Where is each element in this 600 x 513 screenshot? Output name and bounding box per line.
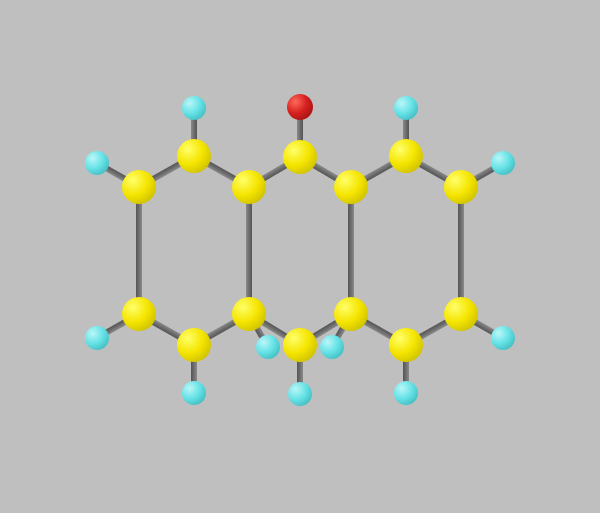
carbon-atom (122, 170, 156, 204)
carbon-atom (334, 297, 368, 331)
hydrogen-atom (288, 382, 312, 406)
carbon-atom (232, 297, 266, 331)
carbon-atom (122, 297, 156, 331)
bond (458, 187, 464, 314)
carbon-atom (232, 170, 266, 204)
bond (136, 187, 142, 314)
hydrogen-atom (256, 335, 280, 359)
hydrogen-atom (320, 335, 344, 359)
oxygen-atom (287, 94, 313, 120)
bond (246, 187, 252, 314)
carbon-atom (283, 140, 317, 174)
carbon-atom (389, 139, 423, 173)
hydrogen-atom (491, 151, 515, 175)
hydrogen-atom (491, 326, 515, 350)
hydrogen-atom (182, 381, 206, 405)
carbon-atom (177, 328, 211, 362)
hydrogen-atom (85, 151, 109, 175)
hydrogen-atom (394, 96, 418, 120)
carbon-atom (283, 328, 317, 362)
hydrogen-atom (394, 381, 418, 405)
carbon-atom (444, 170, 478, 204)
carbon-atom (444, 297, 478, 331)
molecule-canvas (0, 0, 600, 513)
carbon-atom (177, 139, 211, 173)
bond (348, 187, 354, 314)
carbon-atom (334, 170, 368, 204)
carbon-atom (389, 328, 423, 362)
hydrogen-atom (85, 326, 109, 350)
hydrogen-atom (182, 96, 206, 120)
